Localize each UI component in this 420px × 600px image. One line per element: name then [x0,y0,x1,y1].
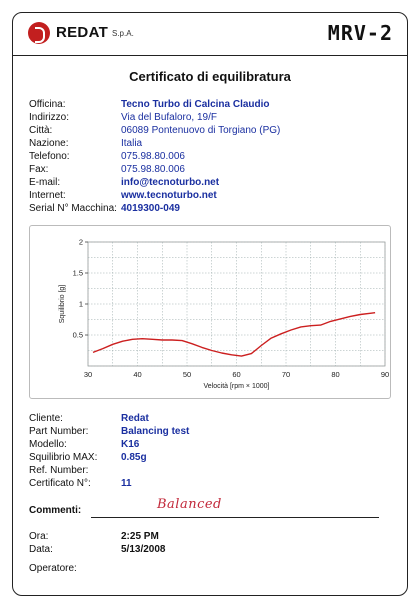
comment-row: Commenti: Balanced [29,497,379,519]
field-label: Internet: [29,190,66,201]
field-label: Ora: [29,531,49,542]
field-value: 075.98.80.006 [121,151,185,162]
brand-name: REDAT [56,24,109,41]
y-tick-label: 0.5 [73,331,83,340]
field-label: Cliente: [29,413,63,424]
series-line [92,312,376,357]
field-label: Ref. Number: [29,465,89,476]
field-value: Italia [121,138,143,149]
comment-label: Commenti: [29,505,82,516]
field-label: Città: [29,125,53,136]
field-value: 11 [121,478,132,489]
field-value: Redat [121,413,149,424]
field-value: 075.98.80.006 [121,164,185,175]
field-value: 5/13/2008 [121,544,166,555]
field-label: Modello: [29,439,67,450]
field-label: Operatore: [29,563,77,574]
field-value: Via del Bufaloro, 19/F [121,112,217,123]
field-label: Officina: [29,99,66,110]
x-tick-label: 80 [331,370,339,379]
field-value: Tecno Turbo di Calcina Claudio [121,99,270,110]
field-label: Indirizzo: [29,112,70,123]
x-tick-label: 50 [183,370,191,379]
y-tick-label: 2 [79,238,83,247]
certificate-sheet: REDAT S.p.A. MRV-2 Certificato di equili… [12,12,408,596]
brand-suffix: S.p.A. [112,29,134,38]
field-label: Certificato N°: [29,478,91,489]
field-value: 06089 Pontenuovo di Torgiano (PG) [121,125,281,136]
field-value: 4019300-049 [121,203,180,214]
page-title: Certificato di equilibratura [129,69,291,84]
field-value: 0.85g [121,452,147,463]
x-tick-label: 40 [133,370,141,379]
y-axis-label: Squilibrio [g] [59,285,66,324]
comment-line [91,517,379,518]
field-label: Nazione: [29,138,69,149]
x-tick-label: 90 [381,370,389,379]
x-tick-label: 60 [232,370,240,379]
field-value: www.tecnoturbo.net [121,190,217,201]
header: REDAT S.p.A. MRV-2 [13,13,407,56]
field-label: E-mail: [29,177,61,188]
handwritten-comment: Balanced [157,497,222,512]
field-label: Part Number: [29,426,89,437]
x-tick-label: 30 [84,370,92,379]
field-label: Squilibrio MAX: [29,452,98,463]
x-tick-label: 70 [282,370,290,379]
field-label: Serial N° Macchina: [29,203,117,214]
field-label: Data: [29,544,53,555]
field-value: info@tecnoturbo.net [121,177,220,188]
chart-svg: 30 40 50 60 70 80 90 0.5 1 1.5 2 Velocità [rpm × 10… [59,238,389,391]
y-tick-label: 1.5 [73,269,83,278]
field-label: Telefono: [29,151,70,162]
x-axis-label: Velocità [rpm × 1000] [204,383,270,390]
y-tick-label: 1 [79,300,83,309]
field-value: K16 [121,439,140,450]
field-label: Fax: [29,164,49,175]
field-value: Balancing test [121,426,190,437]
machine-model: MRV-2 [327,21,393,45]
balancing-chart: 30 40 50 60 70 80 90 0.5 1 1.5 2 Velocità [rpm × 10… [29,225,391,399]
field-value: 2:25 PM [121,531,159,542]
redat-logo-icon [28,22,50,44]
